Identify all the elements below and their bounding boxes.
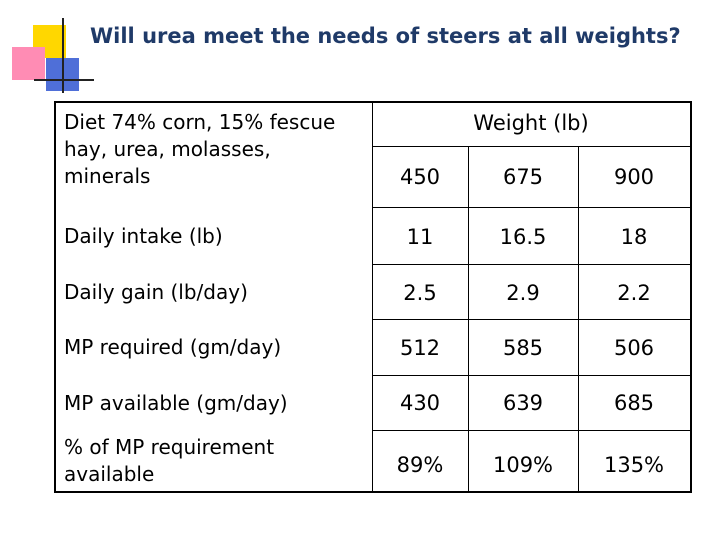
table-cell: 16.5 — [499, 225, 547, 249]
corner-label: Diet 74% corn, 15% fescue hay, urea, mol… — [64, 109, 335, 190]
decor-pink-square — [12, 47, 45, 80]
table-cell: 2.9 — [506, 281, 540, 305]
corner-label-line: minerals — [64, 164, 151, 188]
grid-vline-3 — [578, 146, 579, 491]
table-cell: 685 — [613, 391, 655, 415]
column-header-675: 675 — [502, 165, 544, 189]
grid-hline-header — [372, 146, 690, 147]
grid-vline-1 — [372, 103, 373, 491]
table-cell: 135% — [603, 453, 665, 477]
decor-horizontal-line — [34, 79, 94, 81]
table-cell: 506 — [613, 336, 655, 360]
table-cell: 2.2 — [617, 281, 651, 305]
table-cell: 430 — [399, 391, 441, 415]
table-cell: 512 — [399, 336, 441, 360]
grid-hline-5 — [372, 430, 690, 431]
grid-hline-3 — [372, 319, 690, 320]
row-label-mp-required: MP required (gm/day) — [64, 334, 281, 361]
row-label-line: MP required (gm/day) — [64, 335, 282, 359]
grid-hline-2 — [372, 264, 690, 265]
table-cell: 18 — [620, 225, 648, 249]
data-table: Diet 74% corn, 15% fescue hay, urea, mol… — [54, 101, 692, 493]
corner-label-line: Diet 74% corn, 15% fescue — [64, 110, 336, 134]
grid-hline-1 — [372, 207, 690, 208]
row-label-mp-available: MP available (gm/day) — [64, 390, 288, 417]
table-cell: 11 — [406, 225, 434, 249]
table-cell: 585 — [502, 336, 544, 360]
grid-hline-4 — [372, 375, 690, 376]
column-header-450: 450 — [399, 165, 441, 189]
row-label-line: Daily intake (lb) — [64, 224, 223, 248]
row-label-daily-intake: Daily intake (lb) — [64, 223, 223, 250]
group-header: Weight (lb) — [473, 111, 589, 135]
row-label-mp-percent: % of MP requirement available — [64, 434, 274, 488]
row-label-line: Daily gain (lb/day) — [64, 280, 248, 304]
corner-label-line: hay, urea, molasses, — [64, 137, 271, 161]
column-header-900: 900 — [613, 165, 655, 189]
slide-title: Will urea meet the needs of steers at al… — [90, 24, 681, 48]
table-cell: 89% — [396, 453, 444, 477]
row-label-line: % of MP requirement — [64, 435, 275, 459]
row-label-line: MP available (gm/day) — [64, 391, 288, 415]
table-cell: 639 — [502, 391, 544, 415]
row-label-line: available — [64, 462, 155, 486]
table-cell: 109% — [492, 453, 554, 477]
table-cell: 2.5 — [403, 281, 437, 305]
grid-vline-2 — [468, 146, 469, 491]
decor-vertical-line — [62, 18, 64, 93]
row-label-daily-gain: Daily gain (lb/day) — [64, 279, 248, 306]
